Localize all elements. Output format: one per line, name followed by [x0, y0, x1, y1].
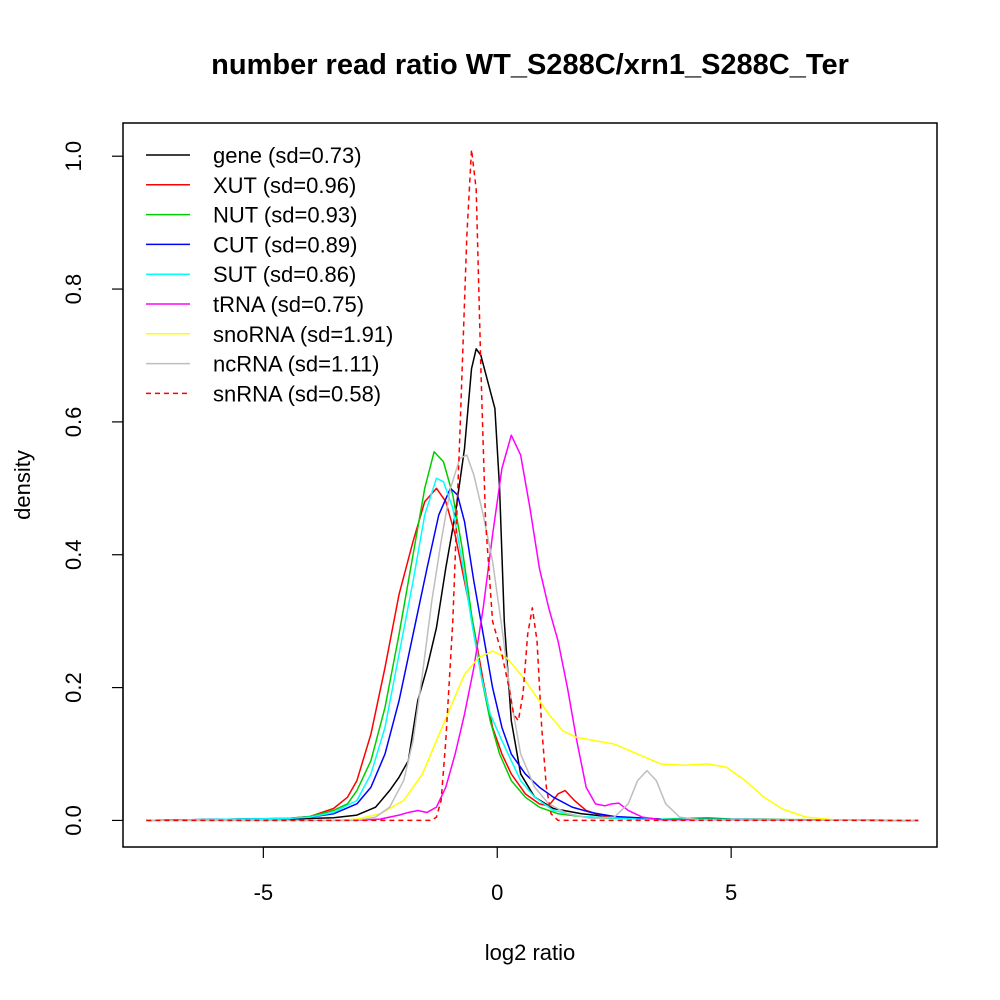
legend-label: CUT (sd=0.89)	[213, 232, 357, 257]
legend-item: CUT (sd=0.89)	[146, 232, 357, 257]
legend-label: tRNA (sd=0.75)	[213, 292, 364, 317]
series-line-5	[146, 434, 919, 822]
x-axis: -5 0 5	[254, 846, 737, 905]
legend-label: SUT (sd=0.86)	[213, 262, 356, 287]
legend: gene (sd=0.73) XUT (sd=0.96) NUT (sd=0.93)…	[146, 143, 393, 406]
legend-item: snoRNA (sd=1.91)	[146, 322, 393, 347]
series-layer	[146, 148, 919, 822]
series-line-3	[146, 487, 919, 822]
legend-label: NUT (sd=0.93)	[213, 203, 357, 228]
chart-title: number read ratio WT_S288C/xrn1_S288C_Te…	[211, 49, 849, 81]
x-tick-label: 0	[491, 880, 503, 905]
legend-label: gene (sd=0.73)	[213, 143, 362, 168]
x-axis-label: log2 ratio	[485, 940, 576, 965]
legend-item: XUT (sd=0.96)	[146, 173, 356, 198]
series-line-6	[146, 650, 919, 822]
x-tick-label: -5	[254, 880, 274, 905]
legend-item: NUT (sd=0.93)	[146, 203, 357, 228]
y-tick-label: 0.2	[61, 672, 86, 703]
y-axis-label: density	[10, 450, 35, 520]
x-tick-label: 5	[725, 880, 737, 905]
y-tick-label: 0.4	[61, 539, 86, 570]
y-tick-label: 0.6	[61, 407, 86, 438]
legend-label: XUT (sd=0.96)	[213, 173, 356, 198]
y-tick-label: 0.8	[61, 274, 86, 305]
series-line-8	[146, 148, 919, 822]
legend-item: tRNA (sd=0.75)	[146, 292, 364, 317]
y-tick-label: 0.0	[61, 805, 86, 836]
legend-label: snRNA (sd=0.58)	[213, 381, 381, 406]
series-line-7	[146, 454, 919, 822]
legend-label: ncRNA (sd=1.11)	[213, 352, 380, 377]
legend-item: ncRNA (sd=1.11)	[146, 352, 380, 377]
y-axis: 0.0 0.2 0.4 0.6 0.8 1.0	[61, 141, 124, 836]
legend-item: snRNA (sd=0.58)	[146, 381, 381, 406]
legend-item: gene (sd=0.73)	[146, 143, 362, 168]
series-line-4	[146, 477, 919, 822]
y-tick-label: 1.0	[61, 141, 86, 172]
legend-label: snoRNA (sd=1.91)	[213, 322, 393, 347]
legend-item: SUT (sd=0.86)	[146, 262, 356, 287]
